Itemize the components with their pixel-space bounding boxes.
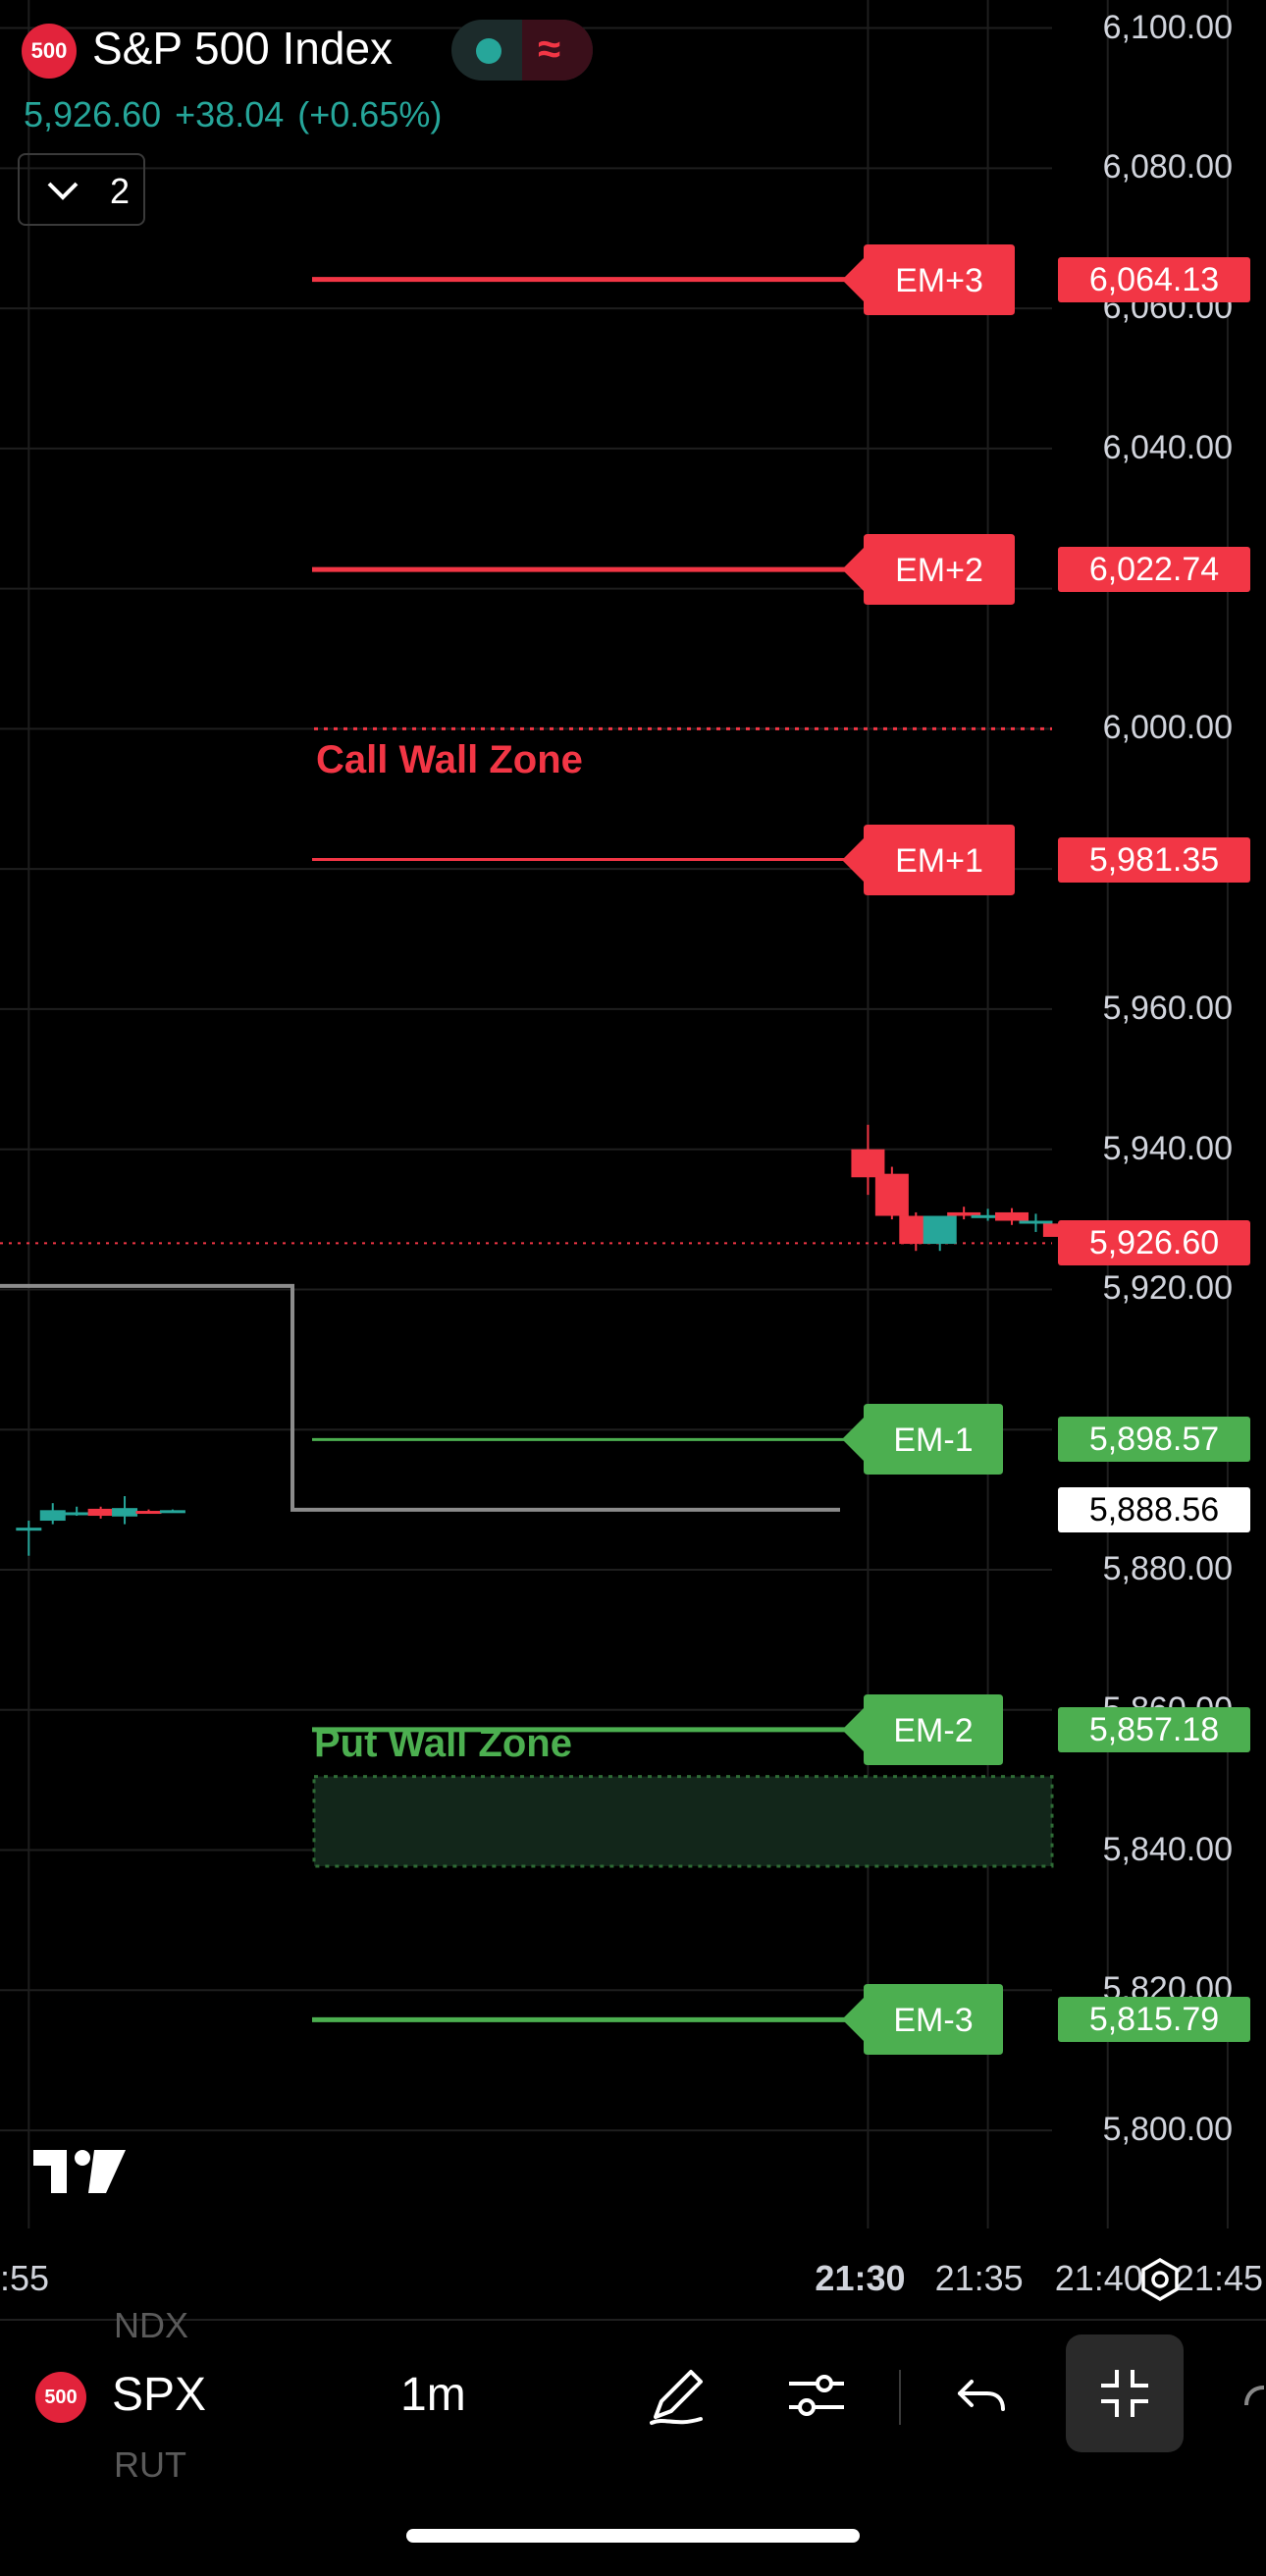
call-wall-zone-label: Call Wall Zone	[316, 738, 583, 782]
em-label-box: EM-3	[842, 1984, 1003, 2056]
bottom-toolbar	[0, 2319, 1266, 2576]
indicators-dropdown[interactable]: 2	[18, 153, 145, 226]
price-axis-label: 5,960.00	[1102, 989, 1233, 1027]
indicators-sliders-icon[interactable]	[781, 2360, 852, 2431]
candle-body	[87, 1508, 114, 1517]
time-axis-label: 21:35	[934, 2258, 1024, 2298]
box-level-price-tag: 5,888.56	[1058, 1486, 1250, 1532]
toolbar-divider	[899, 2370, 901, 2425]
chart-settings-icon[interactable]	[1136, 2256, 1184, 2303]
price-axis-label: 6,000.00	[1102, 709, 1233, 747]
candle-body	[923, 1215, 957, 1245]
price-chart[interactable]	[0, 0, 1266, 2319]
em-price-tag: 5,898.57	[1058, 1417, 1250, 1463]
price-axis-label: 6,040.00	[1102, 428, 1233, 466]
candle-body	[874, 1173, 909, 1216]
chevron-down-icon	[47, 182, 79, 200]
price-axis-label: 5,940.00	[1102, 1129, 1233, 1167]
em-label-box: EM-1	[842, 1404, 1003, 1476]
price-axis-label: 5,840.00	[1102, 1830, 1233, 1868]
put-wall-zone-label: Put Wall Zone	[314, 1721, 572, 1765]
time-axis-label: 21:40	[1054, 2258, 1143, 2298]
candle-body	[971, 1214, 1005, 1218]
price-change: +38.04	[175, 94, 285, 134]
undo-icon[interactable]	[952, 2366, 1011, 2425]
symbol-logo-badge: 500	[22, 24, 77, 79]
box-level-line	[0, 1283, 840, 1512]
em-price-tag: 5,981.35	[1058, 836, 1250, 883]
time-axis-label: 21:45	[1174, 2258, 1263, 2298]
more-tools-edge-icon[interactable]	[1242, 2380, 1266, 2419]
em-price-tag: 5,815.79	[1058, 1997, 1250, 2043]
em-price-tag: 6,022.74	[1058, 547, 1250, 593]
candle-body	[39, 1510, 66, 1522]
price-axis-label: 5,800.00	[1102, 2111, 1233, 2149]
tradingview-logo-icon	[33, 2150, 126, 2193]
candle-body	[947, 1211, 981, 1216]
price-axis-label: 6,080.00	[1102, 148, 1233, 187]
em-label-box: EM+2	[842, 534, 1015, 606]
interval-selector[interactable]: 1m	[400, 2369, 466, 2421]
symbol-list-prev[interactable]: NDX	[114, 2305, 189, 2345]
candle-body	[16, 1528, 42, 1531]
em-label-text: EM+3	[895, 262, 983, 299]
market-status-dot-icon	[476, 38, 501, 64]
price-axis-label: 5,880.00	[1102, 1549, 1233, 1587]
candle-body	[1019, 1220, 1053, 1224]
toolbar-symbol-badge: 500	[35, 2372, 86, 2423]
collapse-icon	[1101, 2370, 1148, 2417]
exit-fullscreen-button[interactable]	[1066, 2334, 1184, 2452]
em-label-text: EM-3	[893, 2002, 973, 2039]
symbol-selector[interactable]: SPX	[112, 2369, 207, 2421]
price-change-pct: (+0.65%)	[297, 94, 443, 134]
em-label-box: EM-2	[842, 1693, 1003, 1765]
candle-body	[112, 1508, 138, 1517]
price-readout: 5,926.60 +38.04 (+0.65%)	[24, 94, 455, 135]
candle-body	[159, 1510, 185, 1514]
em-label-text: EM-1	[893, 1422, 973, 1459]
candle-body	[64, 1512, 90, 1516]
price-axis-label: 6,100.00	[1102, 8, 1233, 46]
candle-body	[135, 1511, 162, 1515]
candle-body	[995, 1211, 1029, 1221]
em-label-text: EM+2	[895, 552, 983, 589]
current-price-tag: 5,926.60	[1058, 1220, 1250, 1266]
time-axis-label: :55	[0, 2258, 50, 2298]
symbol-title[interactable]: S&P 500 Index	[92, 23, 394, 74]
put-wall-zone	[312, 1775, 1054, 1868]
em-label-text: EM-2	[893, 1712, 973, 1749]
em-label-box: EM+3	[842, 243, 1015, 315]
indicator-count: 2	[110, 171, 131, 211]
chart-mode-toggle[interactable]: ≈	[451, 20, 593, 80]
em-label-box: EM+1	[842, 824, 1015, 895]
drawing-pen-icon[interactable]	[642, 2360, 712, 2431]
last-price: 5,926.60	[24, 94, 162, 134]
em-label-text: EM+1	[895, 842, 983, 880]
candle-body	[851, 1149, 885, 1178]
em-price-tag: 6,064.13	[1058, 256, 1250, 302]
price-axis-label: 5,920.00	[1102, 1269, 1233, 1308]
time-axis-label: 21:30	[815, 2258, 906, 2298]
em-price-tag: 5,857.18	[1058, 1706, 1250, 1752]
symbol-list-next[interactable]: RUT	[114, 2444, 186, 2485]
approx-wave-icon: ≈	[538, 26, 561, 72]
home-indicator[interactable]	[406, 2529, 860, 2543]
